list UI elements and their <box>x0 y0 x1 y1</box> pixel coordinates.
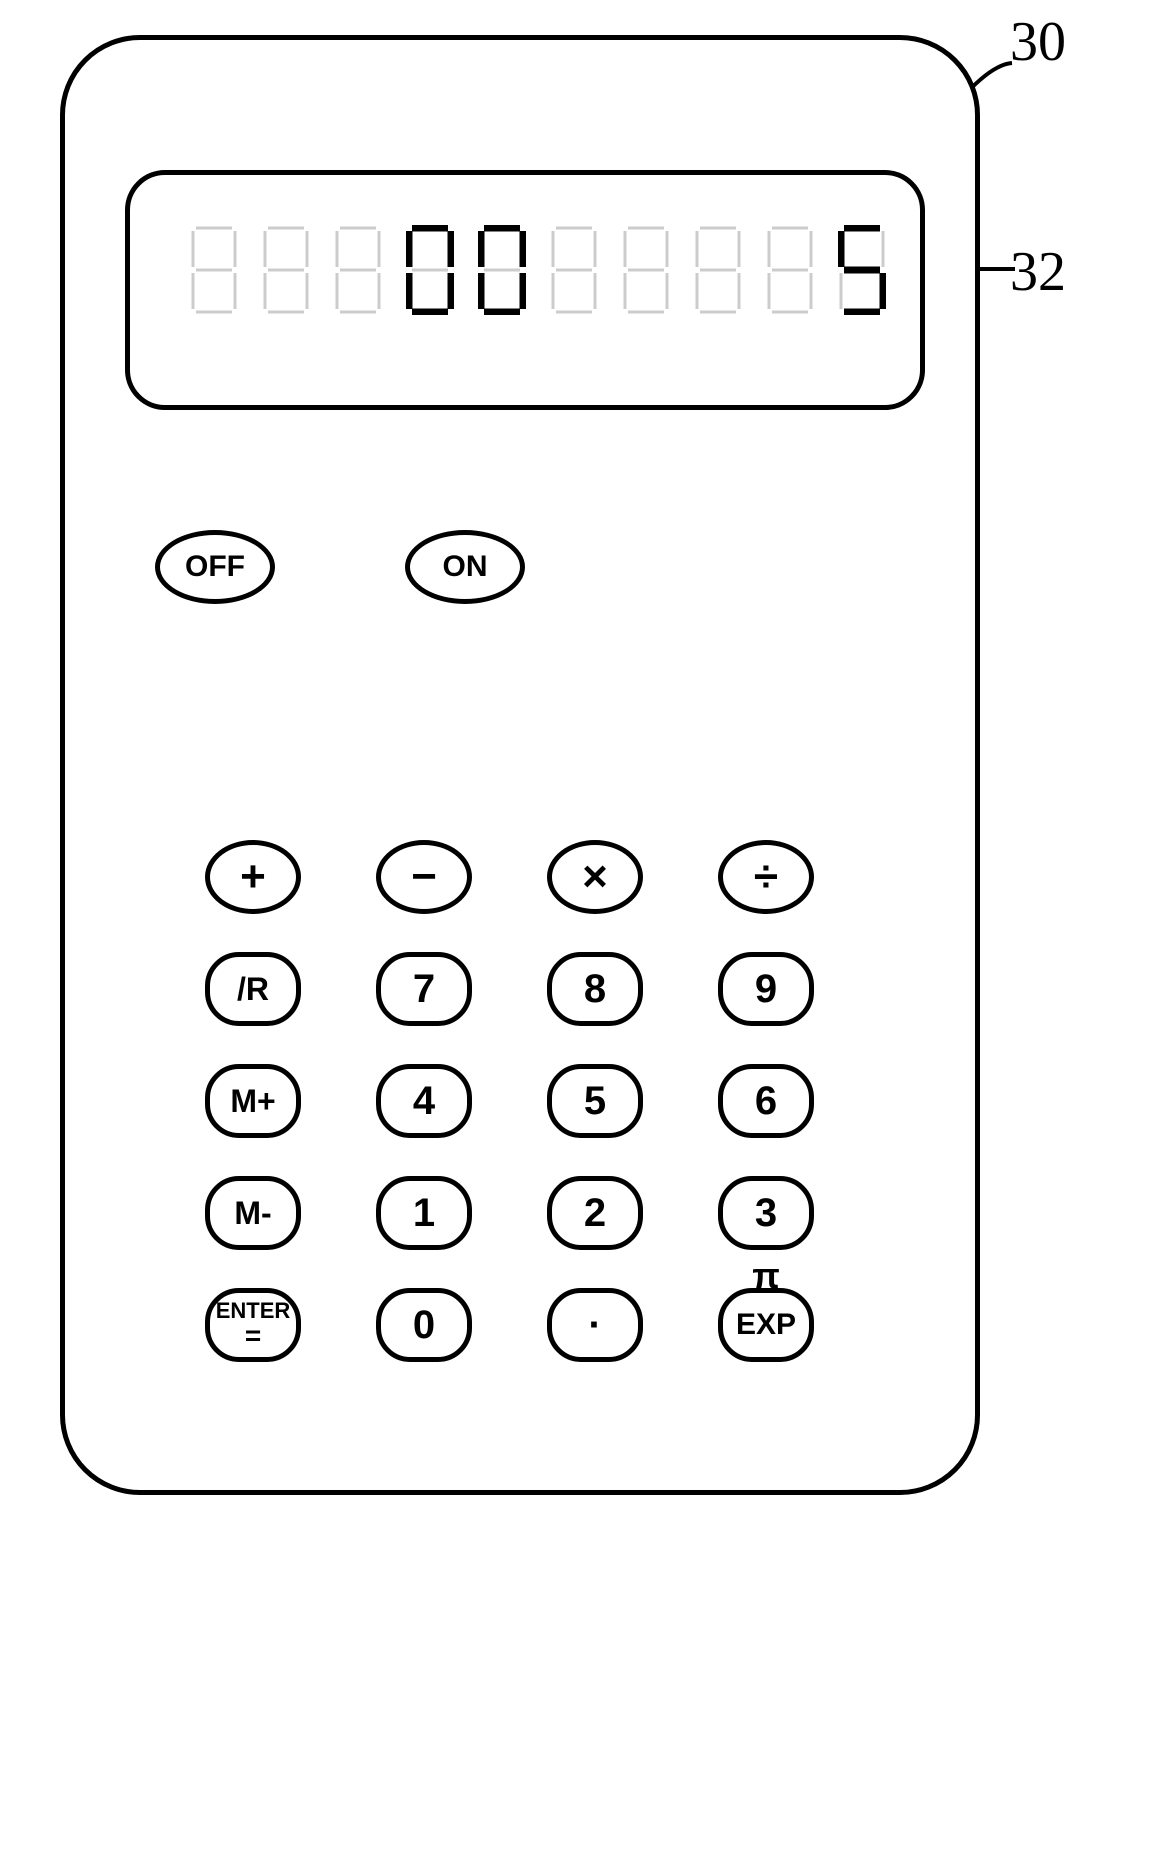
on-button-label: ON <box>443 550 488 584</box>
two-key-label: 2 <box>584 1193 606 1233</box>
seven-key[interactable]: 7 <box>376 952 472 1026</box>
five-key-label: 5 <box>584 1081 606 1121</box>
one-key[interactable]: 1 <box>376 1176 472 1250</box>
digits-row <box>190 225 886 315</box>
slash-r-key-label: /R <box>237 973 269 1005</box>
plus-key-label: + <box>240 855 266 899</box>
display-screen <box>125 170 925 410</box>
m-plus-key-label: M+ <box>230 1085 275 1117</box>
enter-key[interactable]: ENTER = <box>205 1288 301 1362</box>
digit-1 <box>262 225 310 315</box>
divide-key-label: ÷ <box>754 855 778 899</box>
off-button-label: OFF <box>185 550 245 584</box>
exp-key-label: EXP <box>736 1310 796 1340</box>
times-key-label: × <box>582 855 608 899</box>
digit-6 <box>622 225 670 315</box>
one-key-label: 1 <box>413 1193 435 1233</box>
digit-4 <box>478 225 526 315</box>
three-key[interactable]: 3 <box>718 1176 814 1250</box>
eight-key-label: 8 <box>584 969 606 1009</box>
key-row-3: M- 1 2 3 <box>205 1176 814 1250</box>
nine-key[interactable]: 9 <box>718 952 814 1026</box>
divide-key[interactable]: ÷ <box>718 840 814 914</box>
power-row: OFF ON <box>155 530 525 604</box>
zero-key[interactable]: 0 <box>376 1288 472 1362</box>
exp-key[interactable]: π EXP <box>718 1288 814 1362</box>
digit-5 <box>550 225 598 315</box>
key-row-2: M+ 4 5 6 <box>205 1064 814 1138</box>
six-key[interactable]: 6 <box>718 1064 814 1138</box>
pi-label: π <box>723 1255 809 1297</box>
minus-key-label: − <box>411 855 437 899</box>
on-button[interactable]: ON <box>405 530 525 604</box>
digit-8 <box>766 225 814 315</box>
plus-key[interactable]: + <box>205 840 301 914</box>
key-row-ops: + − × ÷ <box>205 840 814 914</box>
digit-7 <box>694 225 742 315</box>
seven-key-label: 7 <box>413 969 435 1009</box>
nine-key-label: 9 <box>755 969 777 1009</box>
m-minus-key-label: M- <box>234 1197 271 1229</box>
key-row-4: ENTER = 0 · π EXP <box>205 1288 814 1362</box>
dot-key[interactable]: · <box>547 1288 643 1362</box>
digit-9 <box>838 225 886 315</box>
enter-key-line1: ENTER <box>216 1300 291 1322</box>
calculator-body: OFF ON + − × ÷ <box>60 35 980 1495</box>
key-row-1: /R 7 8 9 <box>205 952 814 1026</box>
four-key-label: 4 <box>413 1081 435 1121</box>
slash-r-key[interactable]: /R <box>205 952 301 1026</box>
off-button[interactable]: OFF <box>155 530 275 604</box>
m-minus-key[interactable]: M- <box>205 1176 301 1250</box>
digit-2 <box>334 225 382 315</box>
enter-key-line2: = <box>245 1322 261 1350</box>
eight-key[interactable]: 8 <box>547 952 643 1026</box>
figure-canvas: 30 32 OFF ON <box>0 0 1172 1851</box>
minus-key[interactable]: − <box>376 840 472 914</box>
m-plus-key[interactable]: M+ <box>205 1064 301 1138</box>
digit-3 <box>406 225 454 315</box>
three-key-label: 3 <box>755 1193 777 1233</box>
keypad: + − × ÷ /R 7 8 <box>205 840 814 1400</box>
five-key[interactable]: 5 <box>547 1064 643 1138</box>
six-key-label: 6 <box>755 1081 777 1121</box>
four-key[interactable]: 4 <box>376 1064 472 1138</box>
times-key[interactable]: × <box>547 840 643 914</box>
dot-key-label: · <box>588 1305 601 1345</box>
digit-0 <box>190 225 238 315</box>
two-key[interactable]: 2 <box>547 1176 643 1250</box>
zero-key-label: 0 <box>413 1305 435 1345</box>
